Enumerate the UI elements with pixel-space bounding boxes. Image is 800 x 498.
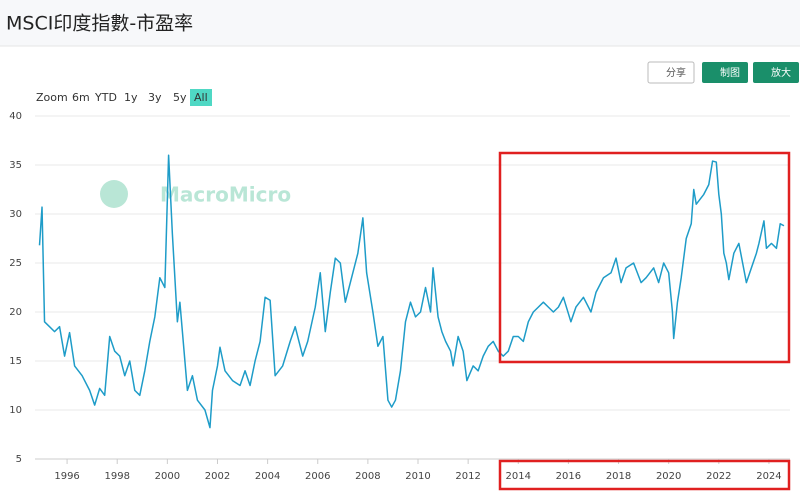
x-tick-label: 2004 xyxy=(255,471,280,482)
share-label[interactable]: 分享 xyxy=(666,66,686,79)
x-tick-label: 2020 xyxy=(656,471,681,482)
x-tick-label: 2014 xyxy=(506,471,531,482)
range-button[interactable]: 6m xyxy=(72,91,90,104)
watermark: MacroMicro xyxy=(160,183,291,207)
x-tick-label: 2008 xyxy=(355,471,380,482)
x-tick-label: 2012 xyxy=(455,471,480,482)
y-tick-label: 5 xyxy=(16,454,22,465)
x-tick-label: 2016 xyxy=(556,471,581,482)
range-button[interactable]: 5y xyxy=(173,91,187,104)
x-tick-label: 2006 xyxy=(305,471,330,482)
enlarge-label[interactable]: 放大 xyxy=(771,66,791,79)
x-tick-label: 2018 xyxy=(606,471,631,482)
y-tick-label: 40 xyxy=(9,111,22,122)
highlight-box xyxy=(498,151,791,364)
data-line xyxy=(38,154,785,429)
draw-button[interactable]: 制图 xyxy=(702,62,748,83)
y-tick-label: 10 xyxy=(9,405,22,416)
x-tick-label: 1998 xyxy=(104,471,129,482)
y-tick-label: 15 xyxy=(9,356,22,367)
share-button[interactable]: 分享 xyxy=(647,61,695,84)
y-tick-label: 30 xyxy=(9,209,22,220)
range-button[interactable]: All xyxy=(194,91,208,104)
x-tick-label: 2002 xyxy=(205,471,230,482)
highlight-axis-box xyxy=(498,459,791,491)
page-title: MSCI印度指數-市盈率 xyxy=(6,13,193,35)
enlarge-box[interactable] xyxy=(753,62,799,83)
watermark-logo xyxy=(100,180,128,208)
draw-label[interactable]: 制图 xyxy=(720,66,740,79)
x-tick-label: 1996 xyxy=(54,471,79,482)
zoom-label: Zoom xyxy=(36,91,68,104)
x-tick-label: 2022 xyxy=(706,471,731,482)
range-button[interactable]: 3y xyxy=(148,91,162,104)
range-button[interactable]: 1y xyxy=(124,91,138,104)
x-tick-label: 2024 xyxy=(756,471,781,482)
range-button[interactable]: YTD xyxy=(94,91,117,104)
range-active-bg[interactable] xyxy=(190,89,212,106)
y-tick-label: 25 xyxy=(9,258,22,269)
enlarge-button[interactable]: 放大 xyxy=(753,62,799,83)
draw-box[interactable] xyxy=(702,62,748,83)
plot: 6m YTD 1y 3y 5y All 5 10 15 20 25 30 35 40 1996 1998 200… xyxy=(9,89,790,482)
y-tick-label: 20 xyxy=(9,307,22,318)
x-tick-label: 2010 xyxy=(405,471,430,482)
share-box[interactable] xyxy=(647,61,695,84)
header-bg xyxy=(0,0,800,46)
y-tick-label: 35 xyxy=(9,160,22,171)
x-tick-label: 2000 xyxy=(155,471,180,482)
